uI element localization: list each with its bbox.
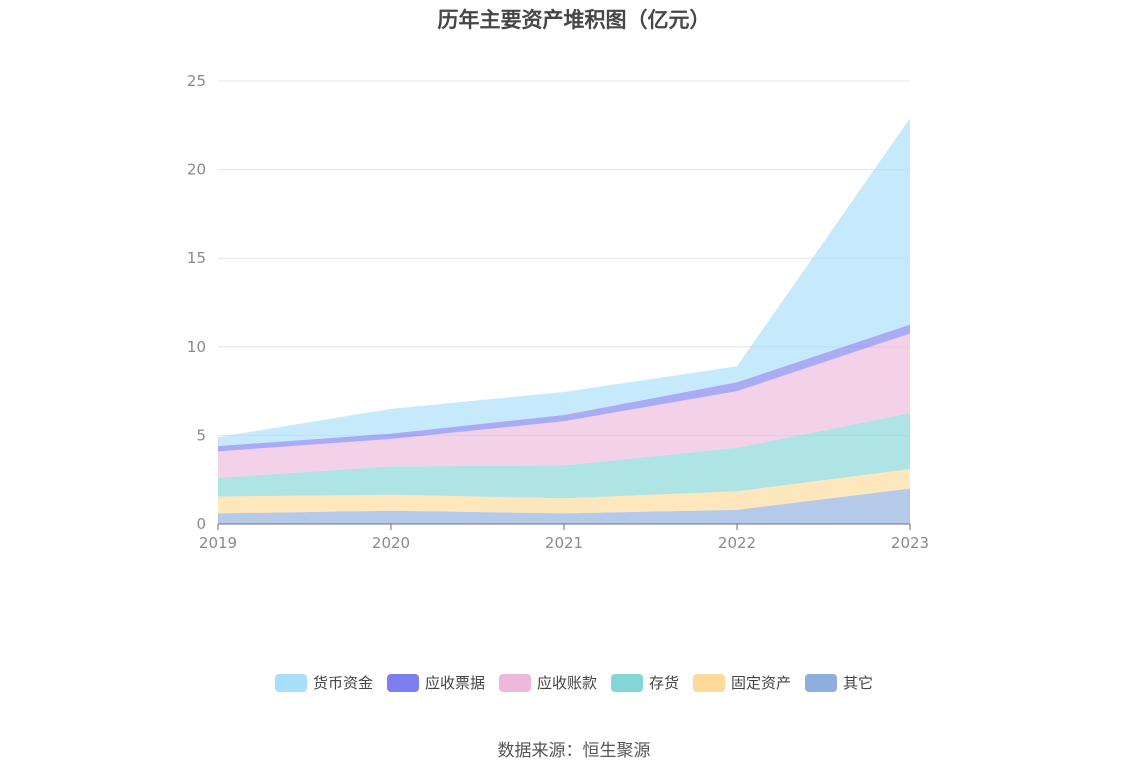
legend-item[interactable]: 应收票据 <box>386 672 485 693</box>
y-tick-label: 15 <box>187 249 206 267</box>
legend-item[interactable]: 应收账款 <box>498 672 597 693</box>
x-tick-label: 2019 <box>199 534 237 552</box>
x-tick-label: 2021 <box>545 534 583 552</box>
axes: 0 5 10 15 20 25 2019 2020 2021 2022 2023 <box>187 72 929 552</box>
legend-swatch <box>693 673 726 692</box>
legend-swatch <box>274 673 307 692</box>
legend-item[interactable]: 货币资金 <box>274 672 373 693</box>
stacked-area-chart: 0 5 10 15 20 25 2019 2020 2021 2022 2023 <box>187 72 929 552</box>
area-series <box>218 118 910 524</box>
area-应收账款 <box>218 333 910 478</box>
legend-item[interactable]: 存货 <box>611 672 679 693</box>
y-tick-label: 10 <box>187 338 206 356</box>
x-tick-label: 2020 <box>372 534 410 552</box>
legend-label: 货币资金 <box>312 674 373 692</box>
legend-swatch <box>611 673 643 692</box>
legend-label: 存货 <box>649 674 680 692</box>
y-tick-label: 5 <box>196 426 206 444</box>
legend-swatch <box>498 673 531 692</box>
x-tick-label: 2022 <box>718 534 756 552</box>
y-tick-label: 25 <box>187 72 206 90</box>
legend-swatch <box>805 673 838 692</box>
legend-label: 应收账款 <box>536 674 597 692</box>
legend-label: 固定资产 <box>731 674 792 692</box>
legend-swatch <box>386 673 419 692</box>
legend: 货币资金 应收票据 应收账款 存货 固定资产 其它 <box>0 672 1148 693</box>
y-tick-label: 0 <box>196 515 206 533</box>
data-source: 数据来源：恒生聚源 <box>497 741 651 761</box>
legend-item[interactable]: 固定资产 <box>693 672 791 693</box>
x-tick-label: 2023 <box>891 534 929 552</box>
legend-item[interactable]: 其它 <box>805 672 873 693</box>
area-存货 <box>218 413 910 499</box>
area-固定资产 <box>218 469 910 514</box>
legend-label: 应收票据 <box>424 674 485 692</box>
legend-label: 其它 <box>843 674 874 692</box>
y-tick-label: 20 <box>187 161 206 179</box>
chart-title: 历年主要资产堆积图（亿元） <box>437 8 711 32</box>
area-其它 <box>218 488 910 524</box>
